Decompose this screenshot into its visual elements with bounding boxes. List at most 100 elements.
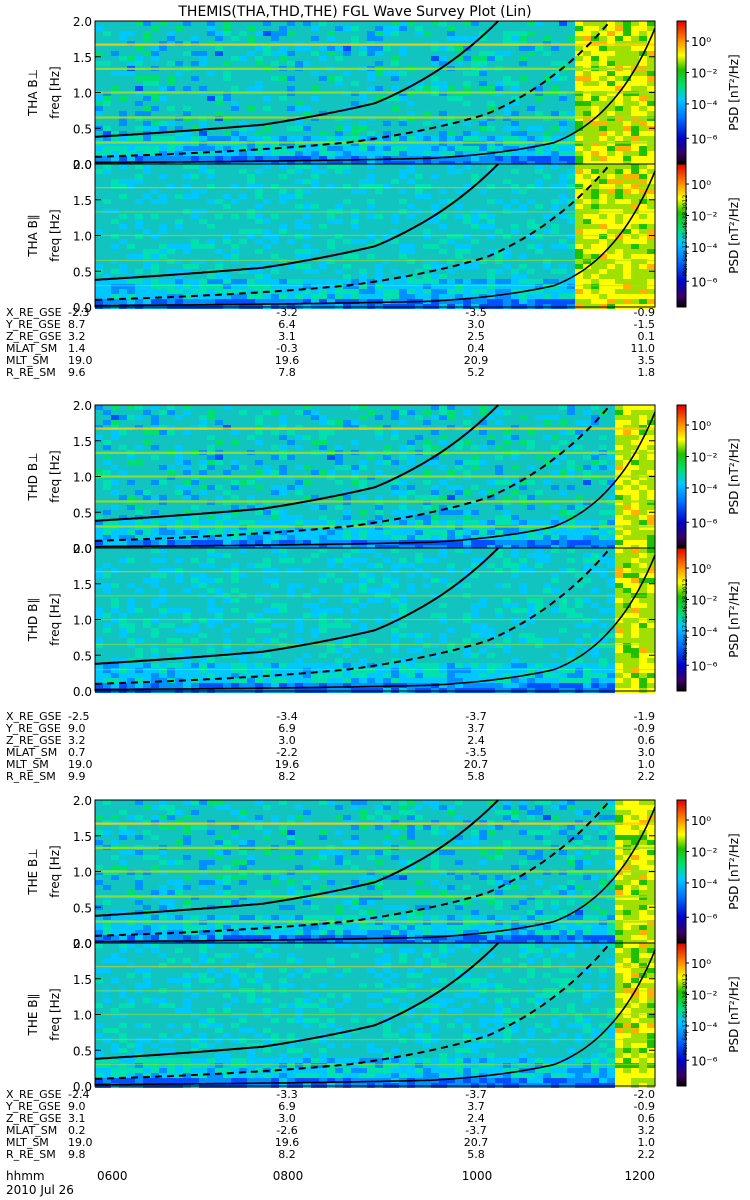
harmonic-lines	[95, 43, 655, 144]
y-tick-labels: 0.0 0.5 1.0 1.5 2.0	[73, 794, 655, 951]
overlay-curve-dashed	[95, 20, 611, 158]
y-tick-label: 1.0	[73, 1009, 92, 1023]
ephemeris-value: -1.5	[634, 318, 655, 331]
ephemeris-name: Y_RE_GSE	[5, 1100, 61, 1113]
overlay-curve-dashed	[94, 547, 611, 685]
ephemeris-value: 3.0	[638, 746, 656, 759]
y-axis-label: freq [Hz]	[48, 988, 62, 1040]
ephemeris-table: X_RE_GSE -2.5 -3.4 -3.7 -1.9Y_RE_GSE 9.0 6.9 3.…	[5, 710, 655, 783]
ephemeris-value: 8.2	[278, 770, 296, 783]
panel-label: THA B⊥	[26, 69, 40, 117]
ephemeris-value: 9.6	[68, 366, 86, 379]
ephemeris-name: MLAT_SM	[6, 342, 57, 355]
y-tick-label: 0.0	[73, 158, 92, 172]
y-tick-label: 1.0	[73, 471, 92, 485]
ephemeris-value: 3.0	[278, 1112, 296, 1125]
overlay-curve-solid	[94, 163, 499, 281]
ephemeris-value: -0.9	[634, 722, 655, 735]
y-tick-label: 0.5	[73, 901, 92, 915]
y-axis-label: freq [Hz]	[48, 593, 62, 645]
panel-bpar: 0.0 0.5 1.0 1.5 2.0 THA B∥ freq [Hz] 10⁰ 10⁻² 10⁻…	[26, 158, 741, 315]
ephemeris-value: 9.9	[68, 770, 86, 783]
ephemeris-value: 2.5	[467, 330, 485, 343]
colorbar-tick-label: 10⁻⁴	[691, 98, 718, 112]
colorbar-label: PSD [nT²/Hz]	[727, 976, 741, 1052]
harmonic-lines	[95, 570, 655, 671]
overlay-curve-dashed	[94, 799, 611, 937]
time-tick-label: 1000	[462, 1169, 493, 1183]
harmonic-lines	[95, 822, 655, 923]
ephemeris-value: -3.7	[465, 1088, 486, 1101]
colorbar: 10⁰ 10⁻² 10⁻⁴ 10⁻⁶ PSD [nT²/Hz] Mon Sep 17 01…	[676, 547, 741, 692]
ephemeris-value: 5.8	[467, 1148, 485, 1161]
y-tick-label: 1.5	[73, 51, 92, 65]
ephemeris-name: MLAT_SM	[6, 746, 57, 759]
y-tick-label: 0.5	[73, 1044, 92, 1058]
overlay-curve-solid	[94, 547, 499, 665]
probe-the: 0.0 0.5 1.0 1.5 2.0 THE B⊥ freq [Hz] 10⁰ 10⁻² 10⁻…	[5, 794, 741, 1161]
y-tick-label: 0.5	[73, 122, 92, 136]
overlay-curve-dashed	[95, 942, 611, 1080]
time-tick-labels: 0600 0800 1000 1200	[97, 1169, 655, 1183]
y-tick-label: 1.0	[73, 230, 92, 244]
ephemeris-value: -3.5	[465, 746, 486, 759]
colorbar-tick-label: 10⁻²	[691, 209, 718, 223]
colorbar: 10⁰ 10⁻² 10⁻⁴ 10⁻⁶ PSD [nT²/Hz] Mon Sep 17 01…	[676, 942, 741, 1087]
timestamp-stamp: Mon Sep 17 01:46:38 2012	[682, 195, 689, 277]
ephemeris-value: 3.0	[467, 318, 485, 331]
y-tick-label: 1.5	[73, 578, 92, 592]
time-axis-label: hhmm	[6, 1169, 45, 1183]
ephemeris-value: 19.6	[275, 758, 300, 771]
y-tick-label: 2.0	[73, 542, 92, 556]
panel-bperp: 0.0 0.5 1.0 1.5 2.0 THE B⊥ freq [Hz] 10⁰ 10⁻² 10⁻…	[26, 794, 741, 951]
ephemeris-value: 2.2	[638, 1148, 656, 1161]
ephemeris-value: -0.9	[634, 306, 655, 319]
ephemeris-value: -3.3	[276, 1088, 297, 1101]
ephemeris-name: Y_RE_GSE	[5, 722, 61, 735]
ephemeris-name: Y_RE_GSE	[5, 318, 61, 331]
ephemeris-value: 3.7	[467, 722, 485, 735]
ephemeris-value: -1.9	[634, 710, 655, 723]
ephemeris-value: 19.6	[275, 354, 300, 367]
y-tick-labels: 0.0 0.5 1.0 1.5 2.0	[73, 542, 655, 699]
colorbar-tick-label: 10⁻⁴	[691, 625, 718, 639]
ephemeris-value: 19.0	[68, 758, 93, 771]
panel-bperp: 0.0 0.5 1.0 1.5 2.0 THA B⊥ freq [Hz] 10⁰ 10⁻² 10⁻…	[26, 15, 741, 172]
y-tick-label: 1.0	[73, 614, 92, 628]
ephemeris-value: -0.3	[276, 342, 297, 355]
ephemeris-value: -2.3	[68, 306, 89, 319]
ephemeris-value: -2.6	[276, 1124, 297, 1137]
overlay-curve-solid	[94, 404, 499, 522]
overlay-curves	[94, 942, 656, 1086]
overlay-curves	[94, 799, 656, 943]
y-tick-labels: 0.0 0.5 1.0 1.5 2.0	[73, 158, 655, 315]
ephemeris-value: 1.0	[638, 758, 656, 771]
ephemeris-value: -3.7	[465, 710, 486, 723]
ephemeris-value: 0.1	[638, 330, 656, 343]
colorbar-tick-label: 10⁻⁶	[691, 132, 718, 146]
ephemeris-name: X_RE_GSE	[6, 306, 62, 319]
colorbar-gradient	[676, 163, 687, 308]
ephemeris-value: 0.2	[68, 1124, 86, 1137]
ephemeris-name: R_RE_SM	[6, 770, 56, 783]
overlay-curve-solid-thin	[95, 411, 656, 548]
colorbar-gradient	[676, 942, 687, 1087]
colorbar: 10⁰ 10⁻² 10⁻⁴ 10⁻⁶ PSD [nT²/Hz]	[676, 20, 741, 165]
ephemeris-value: 6.4	[278, 318, 296, 331]
ephemeris-value: -2.4	[68, 1088, 89, 1101]
y-axis-label: freq [Hz]	[48, 209, 62, 261]
colorbar-tick-label: 10⁻⁶	[691, 659, 718, 673]
ephemeris-value: -2.0	[634, 1088, 655, 1101]
y-tick-label: 0.0	[73, 301, 92, 315]
overlay-curve-solid	[94, 799, 499, 917]
time-tick-label: 0800	[273, 1169, 304, 1183]
y-tick-label: 2.0	[73, 794, 92, 808]
y-tick-label: 1.5	[73, 435, 92, 449]
figure-title: THEMIS(THA,THD,THE) FGL Wave Survey Plot…	[177, 4, 531, 20]
overlay-curves	[94, 163, 656, 307]
y-tick-label: 2.0	[73, 399, 92, 413]
timestamp-stamp: Mon Sep 17 01:46:38 2012	[682, 579, 689, 661]
ephemeris-value: -3.4	[276, 710, 297, 723]
ephemeris-name: MLT_SM	[6, 758, 49, 771]
ephemeris-value: 3.5	[638, 354, 656, 367]
